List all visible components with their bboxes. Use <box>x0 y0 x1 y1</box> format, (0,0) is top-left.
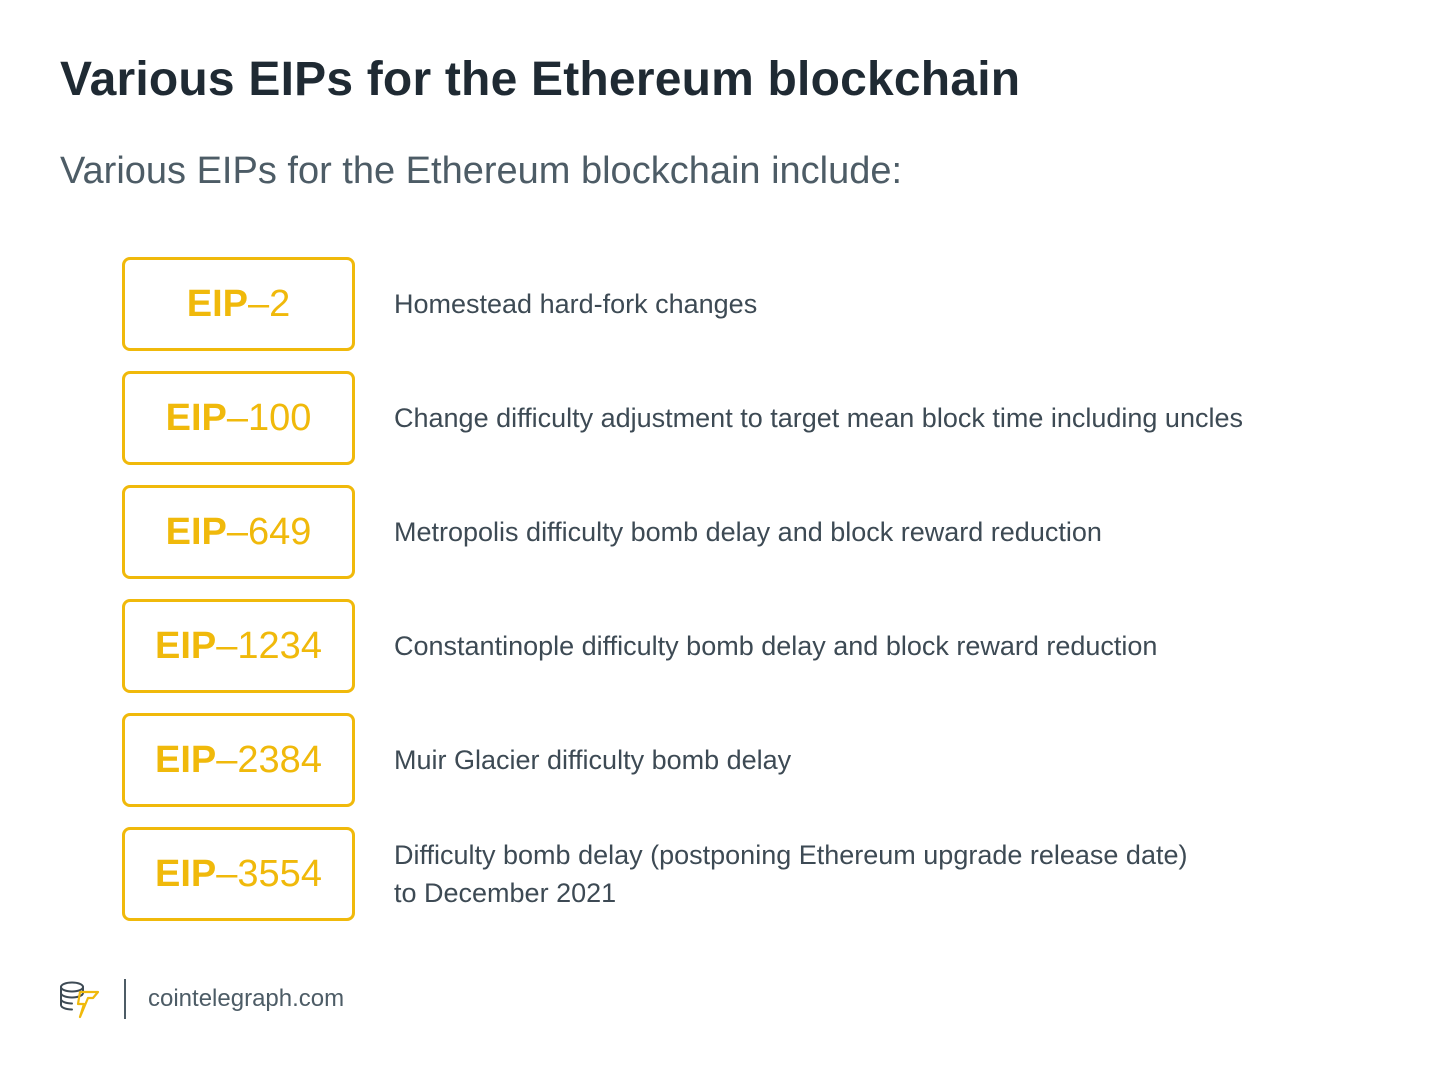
eip-number: –1234 <box>216 624 322 667</box>
eip-row: EIP –100 Change difficulty adjustment to … <box>122 371 1412 465</box>
eip-badge: EIP –1234 <box>122 599 355 693</box>
eip-badge: EIP –100 <box>122 371 355 465</box>
eip-prefix: EIP <box>155 624 217 667</box>
eip-description-line: Muir Glacier difficulty bomb delay <box>394 745 792 775</box>
eip-description: Change difficulty adjustment to target m… <box>394 399 1404 437</box>
eip-row: EIP –2 Homestead hard-fork changes <box>122 257 1412 351</box>
eip-description-line: Metropolis difficulty bomb delay and blo… <box>394 517 1102 547</box>
eip-description: Difficulty bomb delay (postponing Ethere… <box>394 836 1404 912</box>
footer: cointelegraph.com <box>58 978 344 1020</box>
eip-description-line: Homestead hard-fork changes <box>394 289 758 319</box>
eip-prefix: EIP <box>165 510 227 553</box>
eip-prefix: EIP <box>155 738 217 781</box>
eip-prefix: EIP <box>155 852 217 895</box>
eip-badge: EIP –2384 <box>122 713 355 807</box>
footer-divider <box>124 979 126 1019</box>
eip-number: –3554 <box>216 852 322 895</box>
eip-prefix: EIP <box>165 396 227 439</box>
eip-badge: EIP –649 <box>122 485 355 579</box>
eip-list: EIP –2 Homestead hard-fork changes EIP –10… <box>122 257 1412 941</box>
eip-description: Homestead hard-fork changes <box>394 285 1404 323</box>
eip-number: –649 <box>226 510 312 553</box>
eip-row: EIP –2384 Muir Glacier difficulty bomb de… <box>122 713 1412 807</box>
eip-number: –2384 <box>216 738 322 781</box>
eip-description-line: Constantinople difficulty bomb delay and… <box>394 631 1158 661</box>
eip-badge: EIP –2 <box>122 257 355 351</box>
eip-description: Muir Glacier difficulty bomb delay <box>394 741 1404 779</box>
page-subtitle: Various EIPs for the Ethereum blockchain… <box>60 150 903 192</box>
eip-row: EIP –1234 Constantinople difficulty bomb … <box>122 599 1412 693</box>
page-title: Various EIPs for the Ethereum blockchain <box>60 53 1021 106</box>
eip-badge: EIP –3554 <box>122 827 355 921</box>
eip-description-line: to December 2021 <box>394 878 617 908</box>
eip-description-line: Change difficulty adjustment to target m… <box>394 403 1243 433</box>
eip-row: EIP –649 Metropolis difficulty bomb delay… <box>122 485 1412 579</box>
eip-row: EIP –3554 Difficulty bomb delay (postponi… <box>122 827 1412 921</box>
eip-prefix: EIP <box>186 282 248 325</box>
cointelegraph-logo-icon <box>60 981 100 1019</box>
eip-description: Metropolis difficulty bomb delay and blo… <box>394 513 1404 551</box>
eip-description: Constantinople difficulty bomb delay and… <box>394 627 1404 665</box>
site-url: cointelegraph.com <box>148 985 345 1012</box>
eip-number: –100 <box>226 396 312 439</box>
eip-number: –2 <box>247 282 291 325</box>
eip-description-line: Difficulty bomb delay (postponing Ethere… <box>394 840 1188 870</box>
